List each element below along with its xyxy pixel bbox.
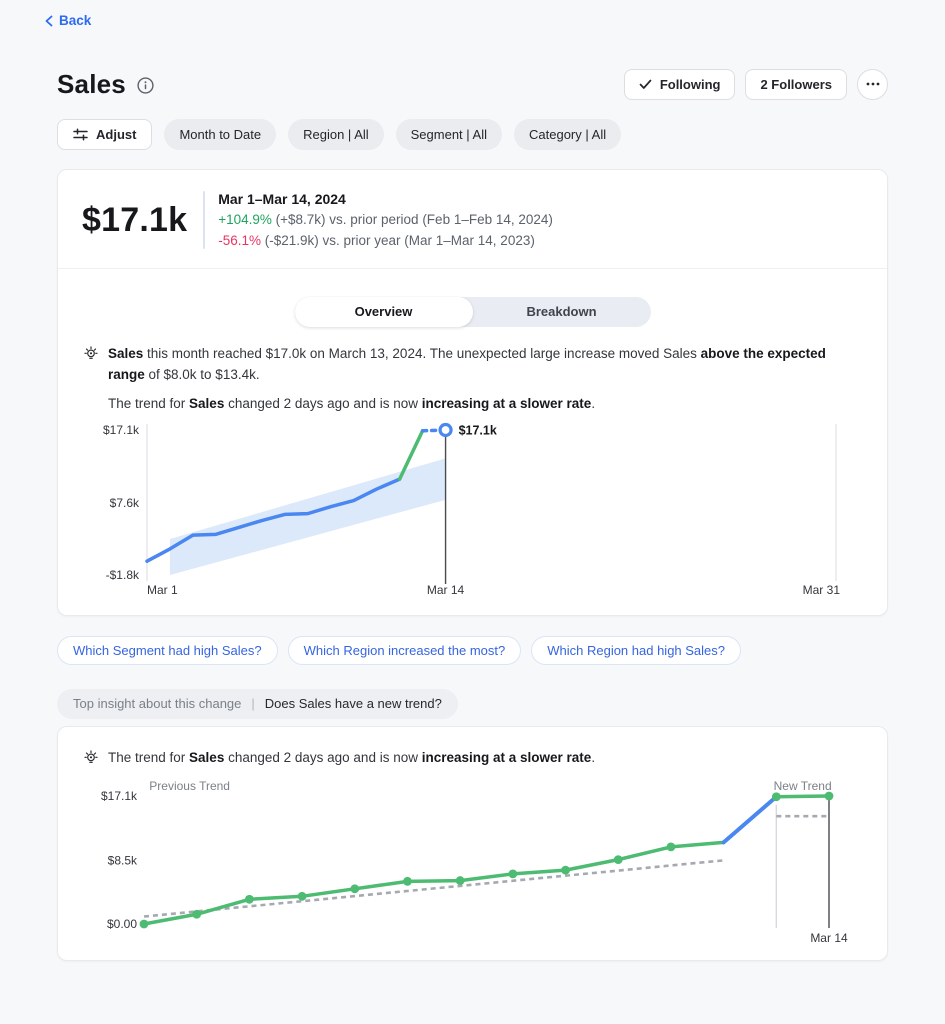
svg-text:Mar 1: Mar 1 [147, 583, 178, 597]
page-header: Sales Following 2 Followers [57, 68, 888, 100]
insight-sentence-range: Sales this month reached $17.0k on March… [108, 345, 826, 382]
tab-overview[interactable]: Overview [294, 296, 473, 327]
filter-bar: Adjust Month to Date Region | All Segmen… [57, 118, 888, 150]
followers-label: 2 Followers [760, 76, 832, 92]
top-insight-tab-caption: Top insight about this change [73, 696, 242, 711]
overview-chart[interactable]: $17.1k $17.1k $7.6k -$1.8k Mar 1 Mar 14 Mar 31 [81, 418, 887, 603]
svg-text:Mar 14: Mar 14 [427, 583, 465, 597]
sliders-icon [73, 128, 88, 140]
trend-insight-card: The trend for Sales changed 2 days ago a… [57, 725, 888, 961]
filter-chip-category[interactable]: Category | All [514, 118, 622, 150]
back-button[interactable]: Back [44, 13, 91, 28]
question-chip-region-increase[interactable]: Which Region increased the most? [287, 635, 522, 665]
following-button[interactable]: Following [623, 68, 736, 100]
kpi-value: $17.1k [82, 200, 188, 239]
svg-text:$0.00: $0.00 [107, 917, 137, 931]
svg-text:Mar 14: Mar 14 [810, 931, 848, 945]
adjust-button[interactable]: Adjust [57, 118, 153, 150]
svg-text:$17.1k: $17.1k [101, 789, 138, 803]
svg-text:New Trend: New Trend [774, 779, 832, 793]
back-label: Back [59, 13, 92, 28]
top-insight-tab-separator: | [251, 696, 255, 711]
svg-text:$17.1k: $17.1k [103, 423, 140, 437]
prior-year-text: (-$21.9k) vs. prior year (Mar 1–Mar 14, … [260, 232, 535, 248]
filter-chip-period[interactable]: Month to Date [164, 118, 277, 150]
chevron-left-icon [45, 15, 53, 26]
adjust-label: Adjust [96, 126, 137, 142]
prior-year-pct: -56.1% [218, 232, 261, 248]
metric-overview-card: $17.1k Mar 1–Mar 14, 2024 +104.9% (+$8.7… [57, 168, 888, 616]
page-title: Sales [57, 68, 126, 99]
svg-text:$7.6k: $7.6k [110, 495, 140, 509]
top-insight-tab[interactable]: Top insight about this change | Does Sal… [57, 688, 458, 719]
insight-bulb-icon [83, 749, 99, 770]
tab-breakdown[interactable]: Breakdown [526, 304, 597, 319]
insight-bulb-icon [83, 345, 99, 414]
insight-block: Sales this month reached $17.0k on March… [58, 327, 887, 414]
prior-period-text: (+$8.7k) vs. prior period (Feb 1–Feb 14,… [271, 211, 553, 227]
svg-text:$17.1k: $17.1k [459, 423, 497, 437]
filter-chip-segment[interactable]: Segment | All [395, 118, 503, 150]
more-options-button[interactable] [857, 68, 888, 100]
info-icon[interactable] [137, 77, 154, 94]
question-chip-region-high[interactable]: Which Region had high Sales? [531, 635, 742, 665]
ellipsis-icon [866, 82, 879, 86]
kpi-divider [203, 190, 206, 249]
kpi-summary: $17.1k Mar 1–Mar 14, 2024 +104.9% (+$8.7… [58, 170, 887, 268]
followers-button[interactable]: 2 Followers [745, 68, 847, 100]
filter-chip-region[interactable]: Region | All [288, 118, 384, 150]
svg-text:$8.5k: $8.5k [108, 853, 138, 867]
prior-period-pct: +104.9% [218, 211, 272, 227]
trend-insight-block: The trend for Sales changed 2 days ago a… [58, 727, 887, 770]
svg-text:-$1.8k: -$1.8k [106, 568, 140, 582]
svg-text:Previous Trend: Previous Trend [149, 779, 230, 793]
following-label: Following [659, 76, 721, 92]
kpi-vs-prior-year: -56.1% (-$21.9k) vs. prior year (Mar 1–M… [218, 231, 553, 251]
suggested-questions: Which Segment had high Sales? Which Regi… [57, 635, 888, 665]
top-insight-tab-label: Does Sales have a new trend? [264, 696, 442, 711]
insight-sentence-trend: The trend for Sales changed 2 days ago a… [108, 395, 596, 411]
kpi-vs-prior-period: +104.9% (+$8.7k) vs. prior period (Feb 1… [218, 210, 553, 230]
card-divider [58, 267, 887, 269]
kpi-period: Mar 1–Mar 14, 2024 [218, 190, 346, 207]
svg-text:Mar 31: Mar 31 [803, 583, 841, 597]
trend-insight-sentence: The trend for Sales changed 2 days ago a… [108, 749, 596, 765]
check-icon [639, 79, 652, 89]
question-chip-segment[interactable]: Which Segment had high Sales? [57, 635, 278, 665]
page: Back Sales Following 2 Followers [44, 13, 888, 961]
trend-chart[interactable]: Previous Trend New Trend $17.1k $8.5k $0.00 M… [81, 776, 887, 948]
view-tabs: Overview Breakdown [294, 296, 651, 327]
